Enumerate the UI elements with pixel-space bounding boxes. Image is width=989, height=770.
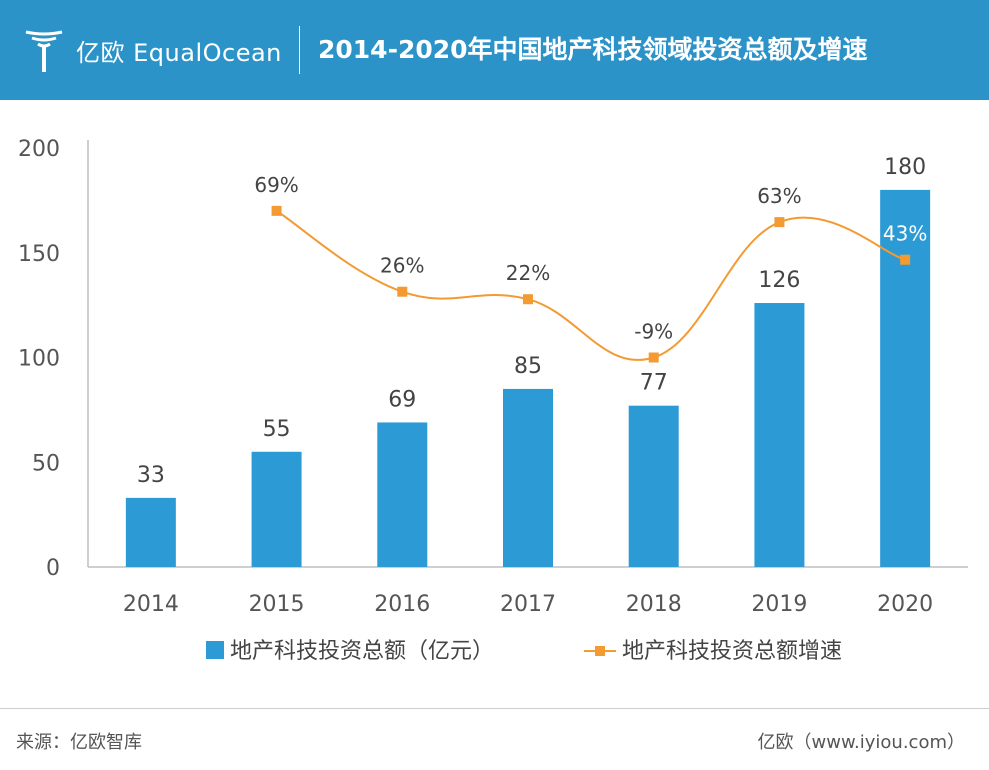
brand-text: 亿欧 EqualOcean [76, 38, 282, 67]
footer-divider [0, 708, 989, 709]
bar-value-label: 180 [884, 155, 926, 180]
site-credit: 亿欧（www.iyiou.com） [757, 732, 965, 753]
x-tick-label: 2014 [123, 592, 179, 617]
header-banner: 亿欧 EqualOcean 2014-2020年中国地产科技领域投资总额及增速 [0, 0, 989, 100]
growth-value-label: 22% [506, 261, 550, 285]
growth-point [648, 352, 659, 363]
x-tick-label: 2016 [374, 592, 430, 617]
growth-value-label: 63% [757, 184, 801, 208]
bar-value-label: 33 [137, 463, 165, 488]
y-tick-label: 100 [18, 347, 60, 372]
bar [628, 405, 679, 567]
x-tick-label: 2017 [500, 592, 556, 617]
growth-value-label: 69% [254, 173, 298, 197]
y-tick-label: 200 [18, 137, 60, 162]
header-divider [299, 26, 300, 74]
growth-point [271, 205, 282, 216]
growth-point [774, 217, 785, 228]
growth-value-label: -9% [634, 320, 673, 344]
x-tick-label: 2015 [249, 592, 305, 617]
x-tick-label: 2019 [751, 592, 807, 617]
growth-value-label: 26% [380, 254, 424, 278]
bar [754, 303, 805, 567]
bar-value-label: 85 [514, 354, 542, 379]
growth-point [900, 254, 911, 265]
equalocean-logo-icon [25, 30, 63, 72]
y-tick-label: 50 [32, 451, 60, 476]
growth-line [276, 210, 906, 361]
growth-point [397, 286, 408, 297]
legend-bar-swatch [206, 641, 224, 659]
x-tick-label: 2020 [877, 592, 933, 617]
bar-value-label: 126 [758, 268, 800, 293]
bar-value-label: 69 [388, 387, 416, 412]
legend-line-label: 地产科技投资总额增速 [622, 639, 842, 664]
legend-line-marker [595, 646, 605, 656]
bar [125, 497, 176, 567]
y-tick-label: 150 [18, 242, 60, 267]
bar [251, 451, 302, 567]
legend-bar-label: 地产科技投资总额（亿元） [230, 639, 494, 664]
brand-logo: 亿欧 EqualOcean [22, 24, 282, 76]
page-title: 2014-2020年中国地产科技领域投资总额及增速 [318, 35, 868, 64]
growth-point [523, 294, 533, 305]
bar-value-label: 77 [640, 371, 668, 396]
bar [503, 388, 553, 567]
x-tick-label: 2018 [626, 592, 682, 617]
growth-value-label: 43% [883, 222, 927, 246]
bar-value-label: 55 [263, 417, 291, 442]
y-tick-label: 0 [46, 556, 60, 581]
source-note: 来源：亿欧智库 [16, 732, 142, 753]
combo-chart: 0 50 100 150 200 33 2014 55 2015 69 2016 85 2017 77 20… [18, 137, 968, 664]
bar [880, 189, 931, 567]
bar [377, 422, 428, 567]
